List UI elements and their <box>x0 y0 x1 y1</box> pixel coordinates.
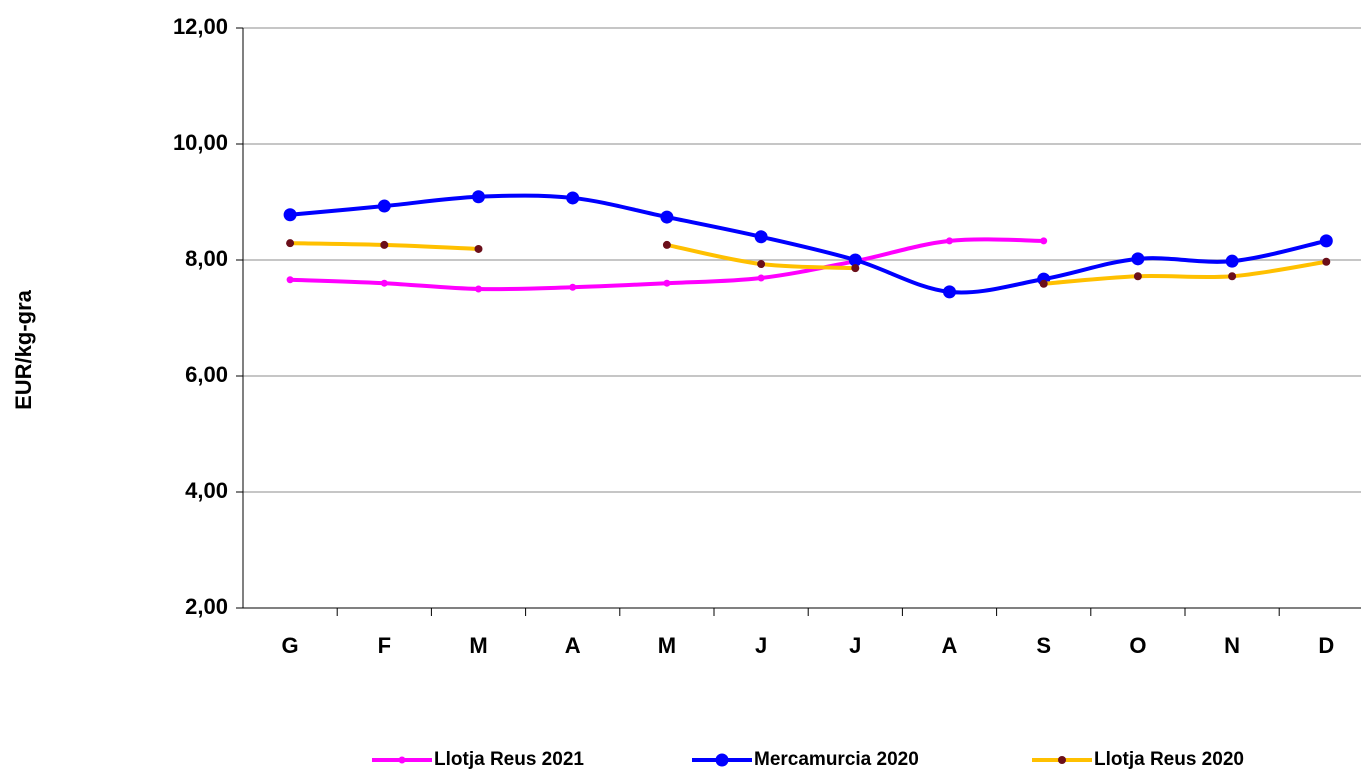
marker <box>757 274 765 282</box>
marker <box>377 199 391 213</box>
marker <box>475 285 482 293</box>
x-tick-label: G <box>282 633 299 658</box>
marker <box>283 208 297 222</box>
legend-label: Llotja Reus 2021 <box>434 749 584 770</box>
marker <box>1319 234 1333 248</box>
x-tick-label: S <box>1036 633 1051 658</box>
x-tick-label: M <box>469 633 487 658</box>
x-tick-label: A <box>565 633 581 658</box>
marker <box>662 240 671 249</box>
x-tick-label: M <box>658 633 676 658</box>
marker <box>1040 237 1048 245</box>
x-tick-label: J <box>755 633 767 658</box>
marker <box>380 240 389 249</box>
marker <box>1322 257 1331 266</box>
marker <box>851 264 860 273</box>
marker <box>286 239 295 248</box>
marker <box>946 237 953 245</box>
marker <box>472 190 485 204</box>
legend-marker <box>1058 756 1066 764</box>
marker <box>1133 272 1142 281</box>
marker <box>848 253 862 267</box>
marker <box>569 283 577 291</box>
marker <box>943 285 956 299</box>
marker <box>660 210 674 224</box>
marker <box>1039 279 1048 288</box>
marker <box>1228 272 1237 281</box>
x-tick-label: N <box>1224 633 1240 658</box>
marker <box>1225 254 1239 268</box>
x-tick-label: D <box>1318 633 1334 658</box>
legend-label: Llotja Reus 2020 <box>1094 749 1244 770</box>
marker <box>754 230 768 244</box>
y-tick-label: 10,00 <box>173 130 228 155</box>
x-tick-label: A <box>942 633 958 658</box>
y-axis-label: EUR/kg-gra <box>11 289 36 410</box>
legend-label: Mercamurcia 2020 <box>754 749 919 770</box>
marker <box>1131 252 1145 266</box>
x-tick-label: J <box>849 633 861 658</box>
marker <box>566 191 580 205</box>
y-tick-label: 12,00 <box>173 14 228 39</box>
marker <box>757 260 766 269</box>
marker <box>663 279 671 287</box>
marker <box>474 244 483 253</box>
y-tick-label: 4,00 <box>185 478 228 503</box>
marker <box>380 279 388 287</box>
y-tick-label: 8,00 <box>185 246 228 271</box>
marker <box>286 276 294 284</box>
y-tick-label: 6,00 <box>185 362 228 387</box>
legend-marker <box>715 753 729 767</box>
x-tick-label: F <box>378 633 391 658</box>
x-tick-label: O <box>1129 633 1146 658</box>
series-line <box>1043 259 1327 286</box>
y-tick-label: 2,00 <box>185 594 228 619</box>
legend-marker <box>398 756 406 764</box>
series-line <box>289 193 1327 295</box>
